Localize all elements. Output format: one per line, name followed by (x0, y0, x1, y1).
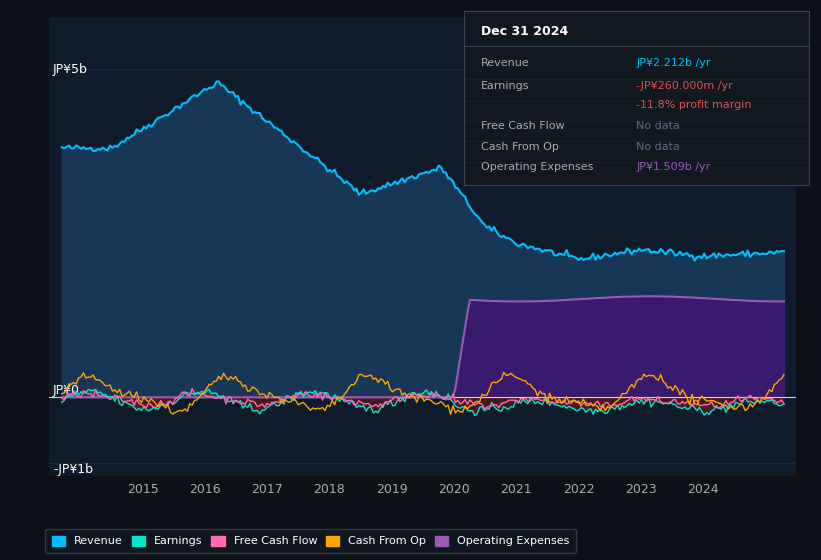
Text: Revenue: Revenue (481, 58, 530, 68)
Text: JP¥1.509b /yr: JP¥1.509b /yr (636, 162, 710, 172)
Text: JP¥2.212b /yr: JP¥2.212b /yr (636, 58, 711, 68)
Text: No data: No data (636, 142, 680, 152)
Text: JP¥5b: JP¥5b (53, 63, 88, 76)
Text: Cash From Op: Cash From Op (481, 142, 559, 152)
Text: Operating Expenses: Operating Expenses (481, 162, 594, 172)
Legend: Revenue, Earnings, Free Cash Flow, Cash From Op, Operating Expenses: Revenue, Earnings, Free Cash Flow, Cash … (45, 529, 576, 553)
Text: Earnings: Earnings (481, 81, 530, 91)
Text: Free Cash Flow: Free Cash Flow (481, 121, 565, 131)
Text: No data: No data (636, 121, 680, 131)
Text: Dec 31 2024: Dec 31 2024 (481, 25, 568, 38)
Text: -JP¥260.000m /yr: -JP¥260.000m /yr (636, 81, 733, 91)
Text: JP¥0: JP¥0 (53, 384, 80, 397)
Text: -JP¥1b: -JP¥1b (53, 463, 93, 476)
Text: -11.8% profit margin: -11.8% profit margin (636, 100, 752, 110)
